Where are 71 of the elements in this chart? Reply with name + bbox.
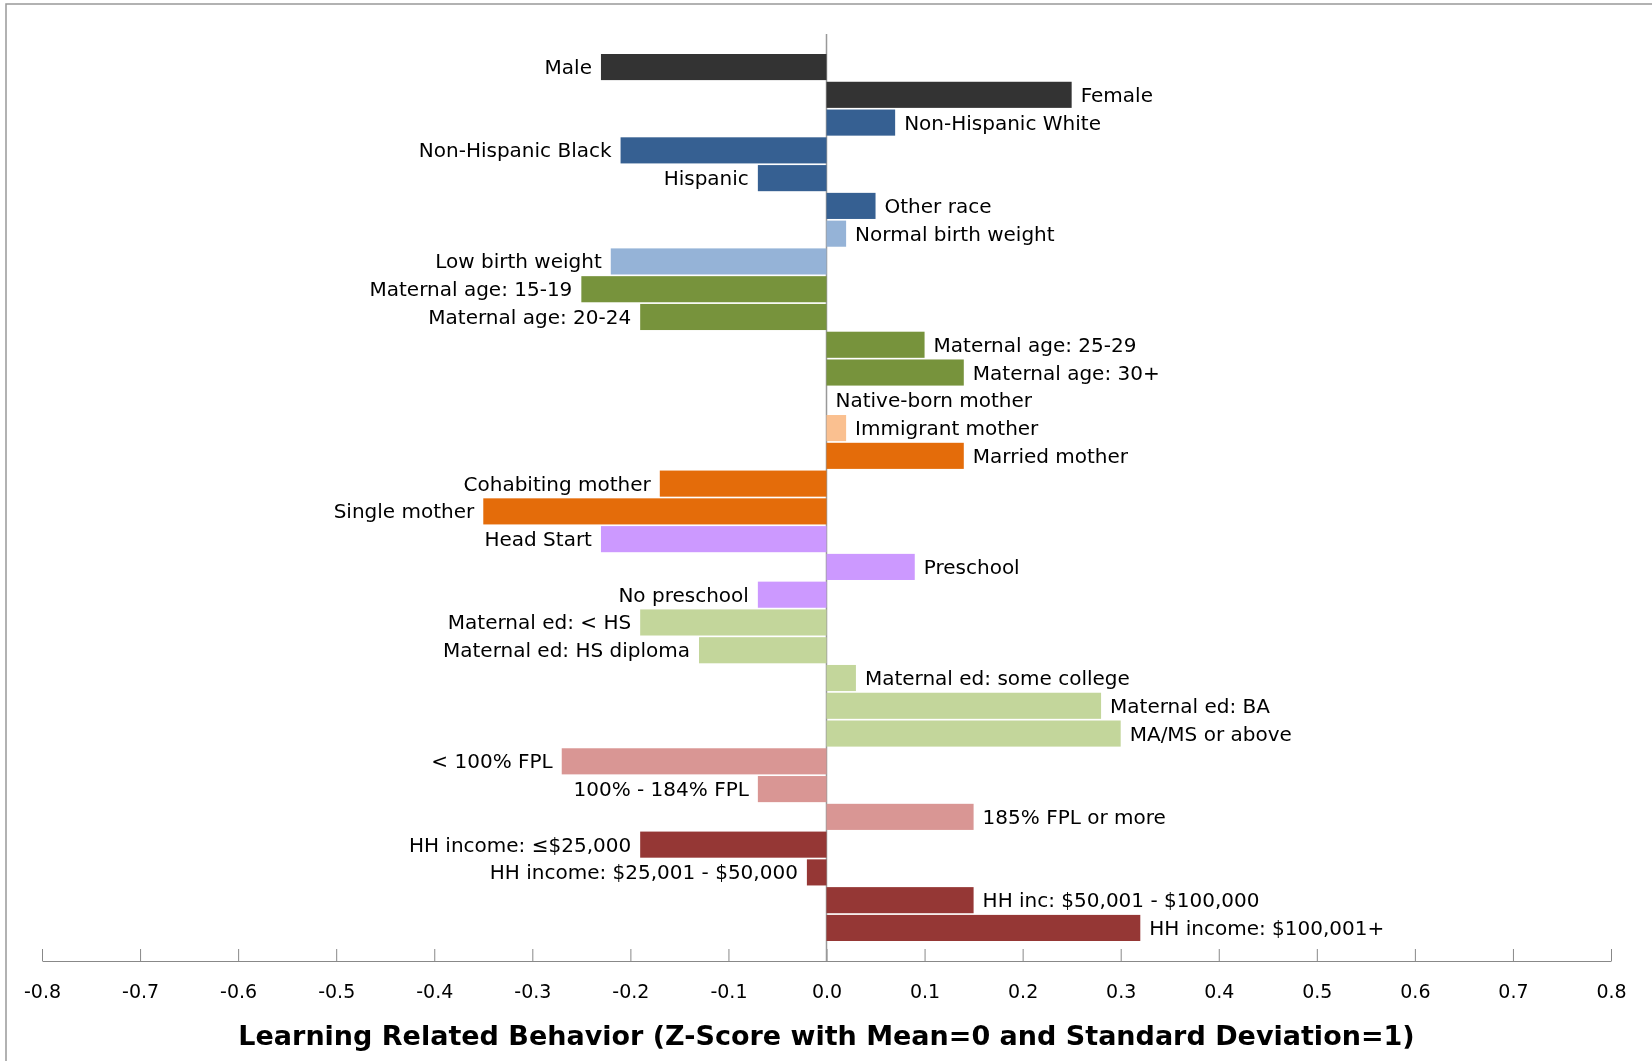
bar: [826, 887, 974, 914]
bar: [826, 553, 915, 580]
bar: [757, 581, 827, 608]
y-tick-label: No preschool: [618, 582, 749, 607]
x-tick-label: -0.1: [710, 980, 748, 1003]
y-tick-label: Maternal age: 15-19: [369, 277, 573, 302]
x-tick-label: -0.7: [122, 980, 160, 1003]
y-tick-label: MA/MS or above: [1129, 721, 1292, 746]
y-tick-label: < 100% FPL: [431, 749, 554, 774]
y-tick-label: Male: [544, 55, 592, 80]
y-tick-label: Maternal age: 20-24: [428, 304, 632, 329]
x-tick-label: 0.4: [1204, 980, 1235, 1003]
bar: [620, 137, 827, 164]
x-tick-label: -0.8: [23, 980, 62, 1003]
y-tick-label: Hispanic: [663, 166, 749, 191]
bar: [826, 220, 847, 247]
y-tick-label: Low birth weight: [435, 249, 602, 274]
bar: [757, 776, 827, 803]
x-tick-label: -0.5: [318, 980, 356, 1003]
bar: [826, 415, 847, 442]
y-tick-label: HH income: ≤$25,000: [408, 832, 632, 857]
y-tick-label: Cohabiting mother: [463, 471, 652, 496]
y-tick-label: Immigrant mother: [855, 416, 1040, 441]
y-tick-label: Other race: [884, 193, 992, 218]
y-tick-label: Maternal ed: some college: [864, 666, 1130, 691]
y-tick-label: Maternal ed: < HS: [447, 610, 632, 635]
x-tick-label: 0.2: [1008, 980, 1039, 1003]
y-tick-label: Head Start: [484, 527, 593, 552]
x-tick-label: -0.6: [220, 980, 258, 1003]
y-tick-label: Native-born mother: [835, 388, 1033, 413]
bar: [826, 803, 974, 830]
bar: [826, 664, 856, 692]
bar: [826, 442, 964, 469]
x-tick-label: -0.3: [514, 980, 552, 1003]
bar: [757, 165, 827, 192]
y-tick-label: HH inc: $50,001 - $100,000: [982, 888, 1260, 913]
x-tick-label: 0.3: [1106, 980, 1137, 1003]
bar: [581, 276, 827, 303]
bar: [600, 54, 827, 81]
y-tick-label: Female: [1080, 82, 1153, 107]
y-tick-label: Single mother: [333, 499, 476, 524]
y-tick-label: 185% FPL or more: [982, 804, 1166, 829]
y-tick-label: 100% - 184% FPL: [573, 777, 750, 802]
y-tick-label: Non-Hispanic White: [904, 110, 1101, 135]
bar: [826, 192, 876, 219]
y-tick-label: Maternal age: 25-29: [933, 332, 1137, 357]
x-tick-label: -0.2: [612, 980, 650, 1003]
bar: [600, 526, 827, 553]
y-tick-label: Non-Hispanic Black: [418, 138, 612, 163]
x-axis-title: Learning Related Behavior (Z-Score with Mean=0 and Standard Deviation=1): [238, 1020, 1415, 1051]
bar: [826, 914, 1141, 941]
x-tick-label: 0.0: [811, 980, 843, 1003]
x-tick-label: 0.5: [1302, 980, 1333, 1003]
x-tick-label: -0.4: [416, 980, 454, 1003]
bar: [826, 109, 896, 136]
bar: [640, 303, 827, 331]
bar: [826, 81, 1072, 108]
y-tick-label: Maternal age: 30+: [972, 360, 1160, 385]
bar: [561, 748, 827, 775]
x-tick-label: 0.6: [1400, 980, 1431, 1003]
y-tick-label: HH income: $100,001+: [1149, 915, 1385, 940]
y-tick-label: Preschool: [923, 554, 1020, 579]
bar: [610, 248, 827, 275]
y-tick-label: Married mother: [972, 443, 1129, 468]
x-tick-label: 0.1: [909, 980, 941, 1003]
x-tick-label: 0.7: [1498, 980, 1529, 1003]
y-tick-label: Maternal ed: HS diploma: [442, 638, 691, 663]
x-tick-label: 0.8: [1596, 980, 1627, 1003]
y-tick-label: Normal birth weight: [855, 221, 1055, 246]
y-tick-label: Maternal ed: BA: [1110, 693, 1271, 718]
y-tick-label: HH income: $25,001 - $50,000: [489, 860, 798, 885]
